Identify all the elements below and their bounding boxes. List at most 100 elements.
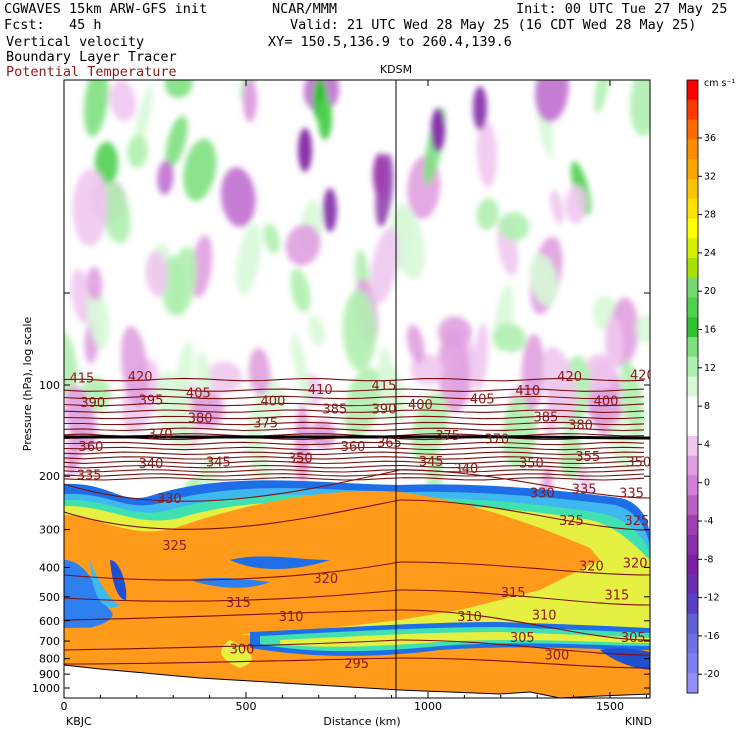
theta-contour <box>64 433 645 437</box>
vv-core <box>373 153 387 197</box>
theta-label: 390 <box>372 402 397 417</box>
downdraft-cell <box>190 235 213 298</box>
y-tick-label: 500 <box>39 591 60 604</box>
left-endpoint-label: KBJC <box>66 715 92 728</box>
theta-contour <box>64 421 645 426</box>
x-axis: 0 500 1000 1500 <box>61 80 647 713</box>
updraft-cell <box>501 395 538 468</box>
colorbar-swatch <box>687 455 698 476</box>
theta-contour <box>64 415 645 420</box>
updraft-cell <box>127 134 149 168</box>
theta-label: 350 <box>288 451 313 466</box>
y-tick-label: 700 <box>39 635 60 648</box>
theta-label: 360 <box>79 440 104 455</box>
y-tick-label: 300 <box>39 524 60 537</box>
x-tick-label: 1500 <box>596 700 624 713</box>
downdraft-cell <box>285 224 321 266</box>
colorbar-swatch <box>687 495 698 516</box>
vv-core <box>298 128 312 172</box>
theta-label: 355 <box>575 450 600 465</box>
theta-label: 300 <box>230 643 255 658</box>
updraft-cell <box>236 223 262 296</box>
vv-core <box>473 86 487 130</box>
vv-core <box>323 188 337 232</box>
theta-label: 320 <box>579 560 604 575</box>
updraft-cell <box>635 314 650 344</box>
theta-contour <box>64 446 645 451</box>
colorbar-swatch <box>687 613 698 635</box>
right-endpoint-label: KIND <box>625 715 652 728</box>
theta-label: 320 <box>313 572 338 587</box>
theta-label: 330 <box>157 492 182 507</box>
updraft-cell <box>246 373 275 454</box>
theta-label: 335 <box>572 482 597 497</box>
theta-contour <box>64 469 650 502</box>
theta-label: 310 <box>279 610 304 625</box>
downdraft-cell <box>121 326 149 408</box>
theta-label: 400 <box>261 395 286 410</box>
theta-label: 340 <box>139 457 164 472</box>
colorbar-unit: cm s⁻¹ <box>704 78 735 89</box>
colorbar-label: -8 <box>704 554 713 565</box>
colorbar-swatch <box>687 238 698 259</box>
updraft-cell <box>175 340 194 411</box>
boundary-layer-tracer <box>64 480 650 698</box>
updraft-cell <box>498 211 530 241</box>
updraft-cell <box>630 80 650 137</box>
theta-label: 380 <box>188 412 213 427</box>
theta-label: 295 <box>344 657 369 672</box>
updraft-cell <box>64 330 78 397</box>
header-xy: XY= 150.5,136.9 to 260.4,139.6 <box>268 34 512 50</box>
updraft-cell <box>620 360 645 436</box>
downdraft-cell <box>157 160 174 195</box>
theta-label: 385 <box>322 402 347 417</box>
theta-label: 315 <box>501 586 526 601</box>
theta-label: 370 <box>148 427 173 442</box>
y-tick-label: 100 <box>39 379 60 392</box>
theta-contour <box>64 639 650 656</box>
theta-contour <box>64 561 650 581</box>
updraft-cell <box>183 138 217 202</box>
theta-contour <box>64 609 650 641</box>
downdraft-cell <box>109 80 136 122</box>
header-org: NCAR/MMM <box>272 1 338 17</box>
theta-label: 405 <box>470 392 495 407</box>
theta-contour <box>64 499 650 531</box>
vv-core <box>243 80 257 122</box>
downdraft-cell <box>521 333 545 411</box>
colorbar-label: 4 <box>704 439 710 450</box>
thick-theta-contour <box>64 435 650 440</box>
updraft-cell <box>269 379 284 425</box>
colorbar-label: 28 <box>704 210 716 221</box>
colorbar-swatch <box>687 475 698 496</box>
header-field-1: Vertical velocity <box>6 34 145 50</box>
colorbar-swatch <box>687 139 698 160</box>
theta-contour <box>64 451 645 456</box>
colorbar-label: 12 <box>704 363 716 374</box>
colorbar-swatch <box>687 653 698 674</box>
theta-label: 350 <box>626 456 651 471</box>
x-tick-label: 500 <box>235 700 256 713</box>
downdraft-cell <box>72 168 108 247</box>
theta-contour <box>64 427 645 432</box>
theta-contour <box>64 409 645 413</box>
colorbar-swatch <box>687 435 698 457</box>
theta-label: 325 <box>162 539 187 554</box>
updraft-cell <box>594 80 613 114</box>
colorbar-swatch <box>687 218 698 239</box>
colorbar-label: 8 <box>704 401 710 412</box>
colorbar-swatch <box>687 297 698 318</box>
x-tick-label: 1000 <box>414 700 442 713</box>
colorbar-swatch <box>687 515 698 536</box>
theta-label: 380 <box>568 418 593 433</box>
y-tick-label: 400 <box>39 561 60 574</box>
theta-label: 345 <box>206 456 231 471</box>
colorbar-label: -20 <box>704 669 720 680</box>
downdraft-cell <box>309 420 337 449</box>
theta-label: 415 <box>69 371 94 386</box>
theta-label: 325 <box>625 514 650 529</box>
theta-label: 420 <box>630 369 655 384</box>
theta-contour <box>64 388 645 392</box>
theta-label: 335 <box>619 486 644 501</box>
colorbar-swatch <box>687 594 698 615</box>
